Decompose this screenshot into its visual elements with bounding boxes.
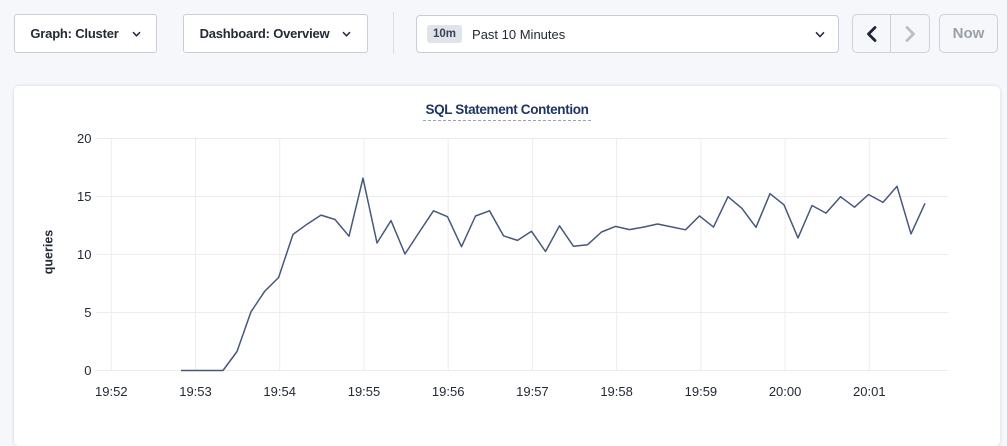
svg-text:20:00: 20:00 xyxy=(769,384,802,399)
svg-text:19:54: 19:54 xyxy=(263,384,296,399)
svg-text:19:57: 19:57 xyxy=(516,384,549,399)
svg-text:20:01: 20:01 xyxy=(853,384,886,399)
svg-text:19:52: 19:52 xyxy=(95,384,128,399)
svg-text:15: 15 xyxy=(77,189,91,204)
svg-text:19:53: 19:53 xyxy=(179,384,212,399)
svg-text:19:58: 19:58 xyxy=(600,384,633,399)
svg-text:0: 0 xyxy=(84,363,91,378)
svg-text:10: 10 xyxy=(77,247,91,262)
svg-text:19:59: 19:59 xyxy=(685,384,718,399)
svg-text:19:56: 19:56 xyxy=(432,384,465,399)
svg-text:5: 5 xyxy=(84,305,91,320)
svg-text:queries: queries xyxy=(41,230,55,275)
svg-text:19:55: 19:55 xyxy=(348,384,381,399)
svg-text:20: 20 xyxy=(77,131,91,146)
